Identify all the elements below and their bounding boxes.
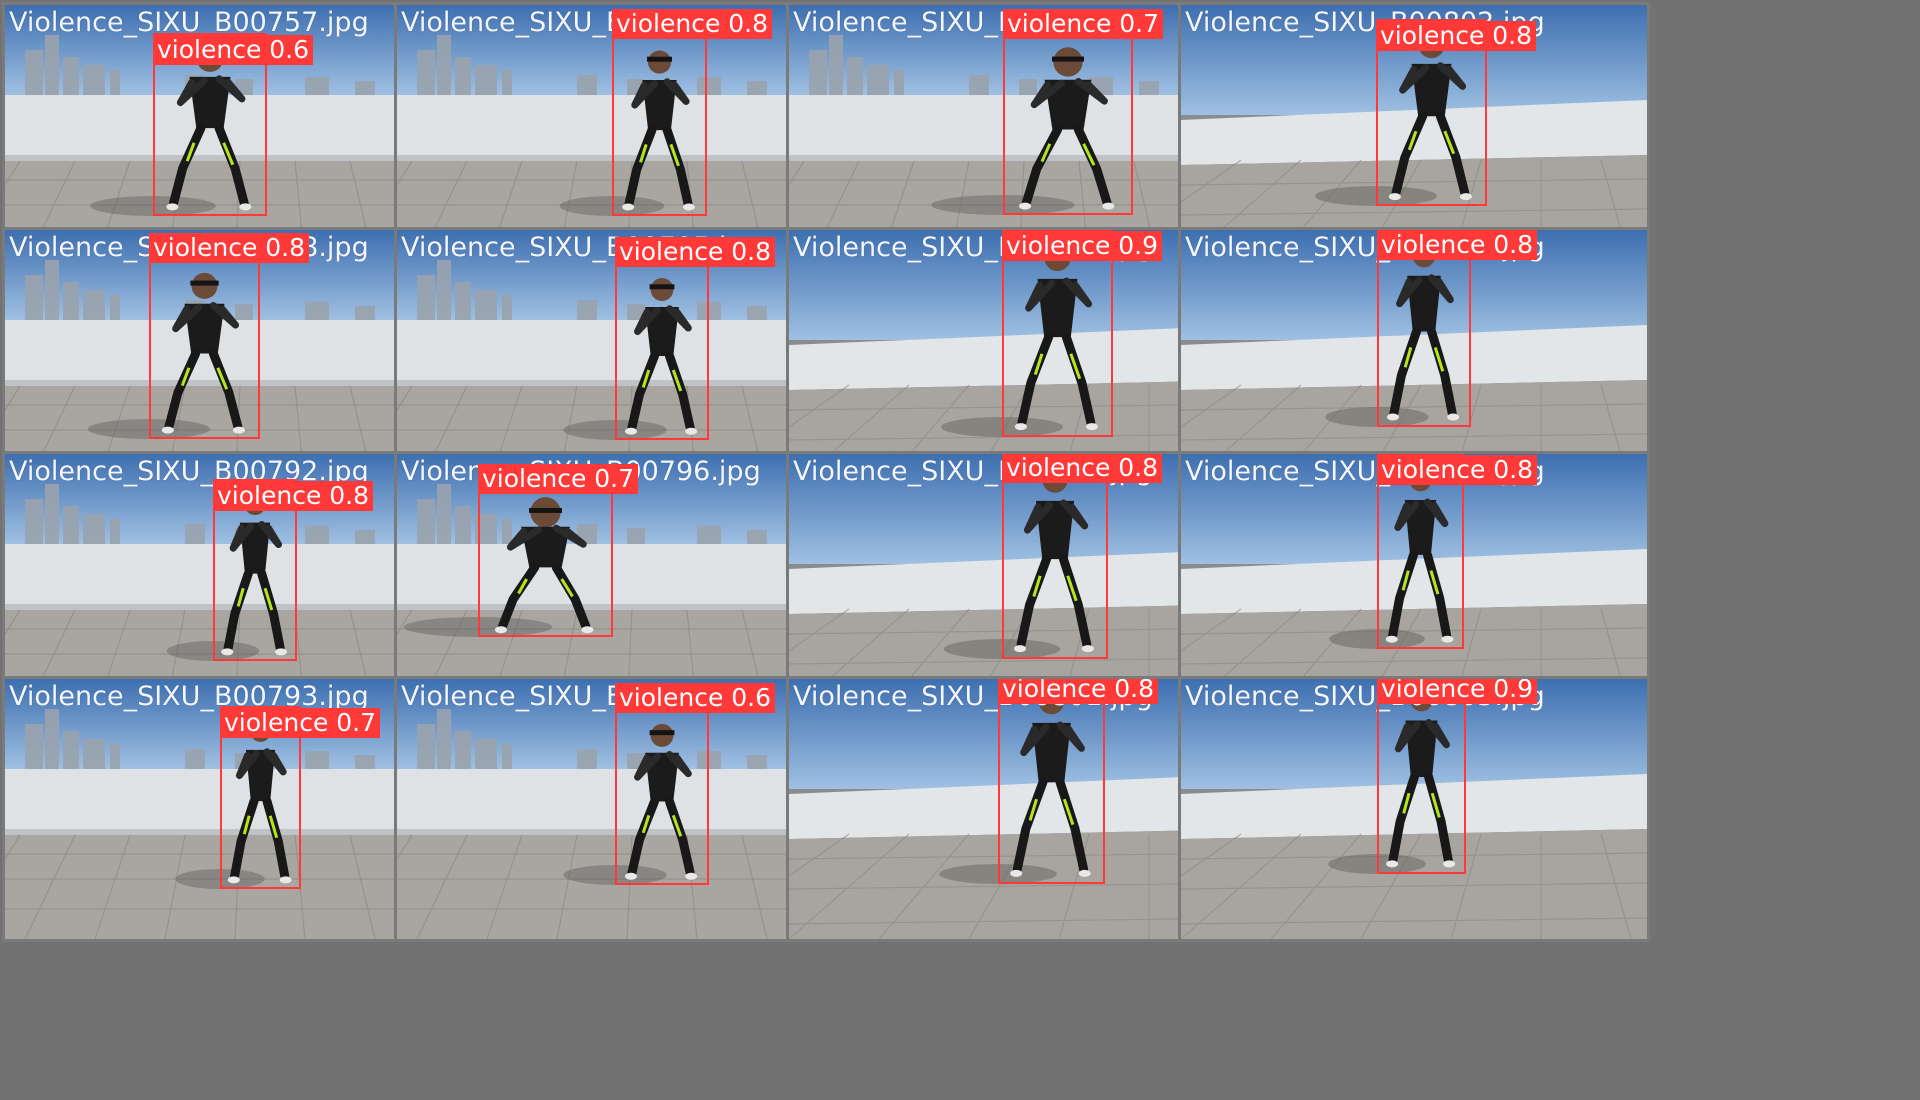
person-figure: [403, 497, 594, 637]
person-figure: [563, 723, 698, 885]
detection-box: violence 0.6: [615, 683, 776, 885]
detection-box: violence 0.7: [1003, 9, 1164, 215]
person-figure: [943, 467, 1094, 659]
detection-box: violence 0.8: [1377, 454, 1538, 649]
detection-label: violence 0.6: [153, 35, 314, 65]
detection-box: violence 0.8: [213, 479, 374, 661]
detection-label: violence 0.6: [615, 683, 776, 713]
detection-label: violence 0.8: [612, 9, 773, 39]
detection-box: violence 0.8: [615, 237, 776, 440]
image-tile: Violence_SIXU_B00794.jpg violence 0.8: [394, 2, 866, 268]
detection-box: violence 0.7: [478, 464, 639, 637]
detection-label: violence 0.9: [1377, 679, 1538, 704]
detection-box: violence 0.8: [998, 679, 1159, 884]
image-filename: Violence_SIXU_B00793.jpg: [9, 681, 369, 712]
detection-label: violence 0.7: [220, 708, 381, 738]
image-tile: Violence_SIXU_B00805.jpg violence 0.9: [1178, 676, 1650, 942]
detection-label: violence 0.7: [478, 464, 639, 494]
detection-box: violence 0.8: [149, 233, 310, 439]
person-figure: [1314, 32, 1472, 206]
detection-box: violence 0.6: [153, 33, 314, 216]
person-figure: [1328, 689, 1456, 874]
detection-box: violence 0.7: [220, 706, 381, 889]
person-figure: [90, 45, 252, 216]
person-figure: [931, 47, 1115, 215]
detection-box: violence 0.8: [1376, 19, 1537, 206]
detection-box: violence 0.9: [1377, 679, 1538, 874]
detection-label: violence 0.8: [1377, 455, 1538, 485]
detection-label: violence 0.8: [615, 237, 776, 267]
person-figure: [87, 272, 245, 439]
detection-label: violence 0.8: [213, 481, 374, 511]
person-figure: [166, 493, 288, 661]
scene-photo: [789, 679, 1255, 939]
detection-label: violence 0.9: [1002, 231, 1163, 261]
detection-label: violence 0.8: [1376, 21, 1537, 51]
person-figure: [939, 689, 1091, 884]
image-tile: Violence_SIXU_B00799.jpg violence 0.9: [786, 227, 1258, 493]
detection-label: violence 0.8: [1377, 230, 1538, 260]
detection-box: violence 0.8: [1377, 230, 1538, 427]
detection-label: violence 0.8: [998, 679, 1159, 704]
detection-box: violence 0.9: [1002, 230, 1163, 437]
detection-box: violence 0.8: [612, 9, 773, 216]
detection-label: violence 0.8: [149, 233, 310, 263]
detection-label: violence 0.8: [1002, 454, 1163, 483]
image-filename: Violence_SIXU_B00757.jpg: [9, 7, 369, 38]
detection-label: violence 0.7: [1003, 9, 1164, 39]
detection-box: violence 0.8: [1002, 454, 1163, 659]
person-figure: [559, 50, 695, 216]
